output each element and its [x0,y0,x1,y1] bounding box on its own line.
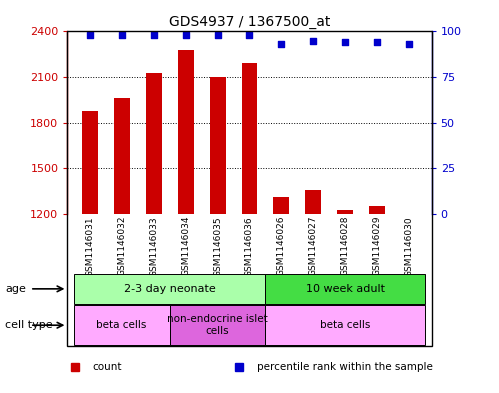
Text: GSM1146036: GSM1146036 [245,216,254,277]
Point [86,32,94,38]
Text: 10 week adult: 10 week adult [306,284,385,294]
Point [341,39,349,46]
Text: GSM1146032: GSM1146032 [117,216,126,276]
Text: GSM1146035: GSM1146035 [213,216,222,277]
Point [182,32,190,38]
Point [118,32,126,38]
Bar [114,98,130,214]
Text: beta cells: beta cells [320,320,371,330]
Text: GSM1146033: GSM1146033 [149,216,158,277]
Bar [210,77,226,214]
Text: GSM1146031: GSM1146031 [85,216,94,277]
Point [405,41,413,48]
Text: beta cells: beta cells [96,320,147,330]
Text: count: count [93,362,122,372]
Text: GSM1146029: GSM1146029 [373,216,382,276]
Text: GSM1146027: GSM1146027 [309,216,318,276]
Bar [74,305,170,345]
Bar [305,190,321,214]
Point [309,37,317,44]
Text: GSM1146026: GSM1146026 [277,216,286,276]
Text: GSM1146028: GSM1146028 [341,216,350,276]
Text: cell type: cell type [5,320,52,330]
Text: 2-3 day neonate: 2-3 day neonate [124,284,216,294]
Bar [273,197,289,214]
Text: GSM1146030: GSM1146030 [405,216,414,277]
Text: non-endocrine islet
cells: non-endocrine islet cells [167,314,268,336]
Bar [146,73,162,214]
Bar [82,110,98,214]
Bar [369,206,385,214]
Title: GDS4937 / 1367500_at: GDS4937 / 1367500_at [169,15,330,29]
Text: age: age [5,284,26,294]
Bar [265,274,425,304]
Bar [178,50,194,214]
Bar [337,209,353,214]
Text: GSM1146034: GSM1146034 [181,216,190,276]
Point [150,32,158,38]
Point [277,41,285,48]
Bar [74,274,265,304]
Bar [170,305,265,345]
Bar [242,63,257,214]
Point [214,32,222,38]
Point [373,39,381,46]
Bar [265,305,425,345]
Text: percentile rank within the sample: percentile rank within the sample [257,362,433,372]
Point [246,32,253,38]
